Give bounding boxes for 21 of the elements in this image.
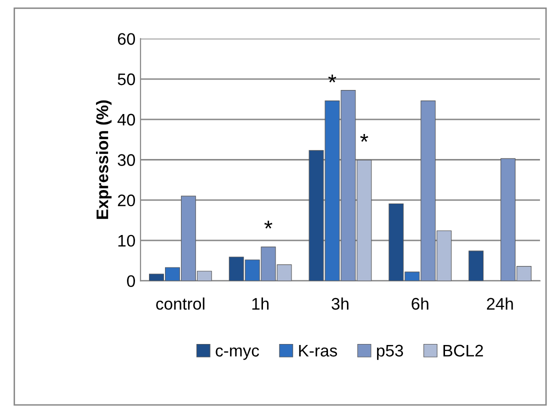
legend-label: K-ras xyxy=(299,344,338,357)
y-tick-label: 40 xyxy=(117,114,135,126)
annotation: * xyxy=(360,134,368,142)
x-tick-label: 3h xyxy=(332,297,348,310)
annotation: * xyxy=(328,74,336,82)
y-tick-label: 30 xyxy=(118,154,135,166)
y-tick-label: 20 xyxy=(118,194,135,206)
annotation: * xyxy=(264,220,272,229)
legend-label: c-myc xyxy=(216,347,260,360)
x-tick-label: control xyxy=(156,297,204,310)
y-tick-label: 50 xyxy=(118,73,135,86)
x-tick-label: 6h xyxy=(412,297,428,310)
bar xyxy=(468,250,484,281)
y-tick-label: 60 xyxy=(118,33,135,45)
legend-label: BCL2 xyxy=(443,344,483,357)
legend-label: p53 xyxy=(377,344,404,360)
x-tick-label: 1h xyxy=(252,297,269,310)
y-axis-title: Expression (%) xyxy=(96,100,112,219)
y-tick-label: 0 xyxy=(127,275,135,288)
x-tick-label: 24h xyxy=(486,297,513,310)
y-tick-label: 10 xyxy=(118,234,135,247)
